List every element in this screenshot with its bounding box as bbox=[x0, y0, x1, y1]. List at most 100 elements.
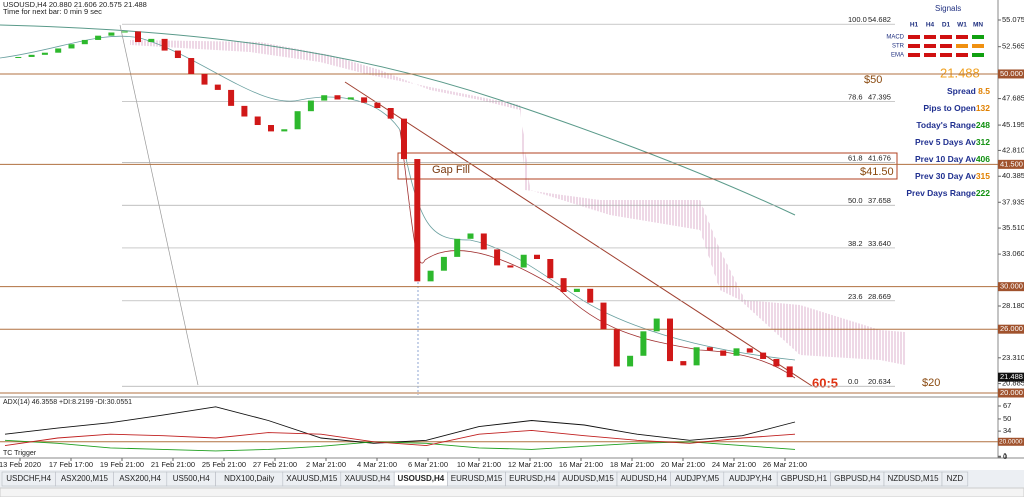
candle bbox=[587, 288, 594, 303]
signal-cell bbox=[956, 53, 968, 57]
y-tick-label: 34 bbox=[1003, 426, 1011, 435]
info-label: Spread bbox=[947, 86, 978, 96]
candle bbox=[653, 318, 660, 332]
symbol-line: USOUSD,H4 20.880 21.606 20.575 21.488 bbox=[3, 0, 147, 9]
tab-label: EURUSD,M15 bbox=[451, 474, 503, 483]
fib-price: 54.682 bbox=[868, 15, 891, 24]
candle bbox=[254, 116, 261, 126]
tab-label: AUDJPY,M5 bbox=[675, 474, 719, 483]
y-tick-label: 50 bbox=[1003, 414, 1011, 423]
annotation: $50 bbox=[864, 74, 882, 86]
tab-label: GBPUSD,H4 bbox=[834, 474, 881, 483]
signal-cell bbox=[972, 53, 984, 57]
tab-label: NDX100,Daily bbox=[224, 474, 274, 483]
fib-ratio: 23.6 bbox=[848, 292, 863, 301]
tab[interactable]: XAUUSD,M15 bbox=[282, 471, 342, 487]
info-value: 132 bbox=[976, 103, 990, 113]
y-tick-label: 42.810 bbox=[1002, 145, 1024, 154]
candle bbox=[294, 111, 301, 130]
tab[interactable]: USDCHF,H4 bbox=[1, 471, 56, 487]
signal-cell bbox=[924, 35, 936, 39]
fib-price: 33.640 bbox=[868, 239, 891, 248]
candle bbox=[281, 129, 288, 132]
tab[interactable]: EURUSD,M15 bbox=[447, 471, 506, 487]
y-tick-label: 40.385 bbox=[1002, 171, 1024, 180]
y-tick-label: 67 bbox=[1003, 401, 1011, 410]
candle bbox=[573, 288, 580, 292]
candle bbox=[374, 102, 381, 108]
candle bbox=[480, 233, 487, 250]
fib-ratio: 0.0 bbox=[848, 377, 858, 386]
candle bbox=[55, 48, 62, 53]
candle bbox=[174, 50, 181, 59]
tab-label: XAUUSD,H4 bbox=[345, 474, 391, 483]
y-tick-label: 52.565 bbox=[1002, 42, 1024, 51]
y-tick-label: 20.885 bbox=[1002, 379, 1024, 388]
tab[interactable]: AUDJPY,M5 bbox=[670, 471, 725, 487]
level-tag bbox=[998, 437, 1024, 446]
info-label: Pips to Open bbox=[923, 103, 975, 113]
tab[interactable]: AUDJPY,H4 bbox=[723, 471, 778, 487]
tab[interactable]: ASX200,H4 bbox=[113, 471, 168, 487]
candle bbox=[693, 347, 700, 366]
signal-row: EMA bbox=[891, 53, 904, 59]
candle bbox=[414, 159, 421, 282]
info-row: Spread 8.5 bbox=[947, 86, 990, 96]
candle bbox=[613, 329, 620, 367]
level-tag-label: 41.500 bbox=[1000, 159, 1023, 168]
candle bbox=[121, 31, 128, 33]
candle bbox=[507, 265, 514, 268]
signal-cell bbox=[908, 53, 920, 57]
candle bbox=[720, 350, 727, 356]
tab[interactable]: NZD bbox=[941, 471, 969, 487]
candle bbox=[241, 105, 248, 117]
tab[interactable]: GBPUSD,H4 bbox=[830, 471, 885, 487]
y-tick-label: 37.935 bbox=[1002, 197, 1024, 206]
tab-label: USOUSD,H4 bbox=[398, 474, 445, 483]
fib-price: 20.634 bbox=[868, 377, 891, 386]
candle bbox=[15, 56, 22, 59]
x-tick-label: 21 Feb 21:00 bbox=[151, 460, 195, 469]
signal-cell bbox=[956, 35, 968, 39]
candle bbox=[201, 73, 208, 85]
candle bbox=[214, 84, 221, 90]
signal-row: MACD bbox=[886, 35, 904, 41]
tab[interactable]: NZDUSD,M15 bbox=[883, 471, 943, 487]
tab[interactable]: US500,H4 bbox=[166, 471, 216, 487]
y-tick-label: 28.180 bbox=[1002, 301, 1024, 310]
tab[interactable]: NDX100,Daily bbox=[215, 471, 284, 487]
signal-column: D1 bbox=[942, 22, 951, 29]
ichimoku-cloud bbox=[130, 40, 905, 365]
x-tick-label: 24 Mar 21:00 bbox=[712, 460, 756, 469]
x-tick-label: 4 Mar 21:00 bbox=[357, 460, 397, 469]
level-tag-label: 20.0000 bbox=[999, 438, 1023, 445]
candle bbox=[667, 318, 673, 362]
x-tick-label: 6 Mar 21:00 bbox=[408, 460, 448, 469]
tab[interactable]: AUDUSD,H4 bbox=[616, 471, 671, 487]
x-tick-label: 19 Feb 21:00 bbox=[100, 460, 144, 469]
fib-price: 28.669 bbox=[868, 292, 891, 301]
info-row: Today's Range248 bbox=[916, 120, 990, 130]
tab[interactable]: XAUUSD,H4 bbox=[340, 471, 395, 487]
tab[interactable]: AUDUSD,M15 bbox=[558, 471, 618, 487]
fib-price: 41.676 bbox=[868, 153, 891, 162]
indicator-line bbox=[4, 439, 796, 452]
tab[interactable]: USOUSD,H4 bbox=[393, 471, 448, 487]
candle bbox=[746, 348, 753, 353]
tab[interactable]: ASX200,M15 bbox=[55, 471, 114, 487]
tab[interactable]: GBPUSD,H1 bbox=[776, 471, 831, 487]
signal-cell bbox=[908, 35, 920, 39]
fib-ratio: 100.0 bbox=[848, 15, 867, 24]
x-tick-label: 13 Feb 2020 bbox=[0, 460, 41, 469]
x-tick-label: 18 Mar 21:00 bbox=[610, 460, 654, 469]
tab[interactable]: EURUSD,H4 bbox=[505, 471, 560, 487]
candle bbox=[547, 259, 554, 279]
y-tick-label: 47.685 bbox=[1002, 94, 1024, 103]
info-value: 222 bbox=[976, 188, 990, 198]
tab-label: NZD bbox=[947, 474, 964, 483]
x-tick-label: 26 Mar 21:00 bbox=[763, 460, 807, 469]
candle bbox=[321, 95, 328, 101]
adx-label: ADX(14) 46.3558 +DI:8.2199 -DI:30.0551 bbox=[3, 399, 132, 406]
candle bbox=[733, 348, 740, 356]
indicator-line bbox=[4, 429, 796, 447]
